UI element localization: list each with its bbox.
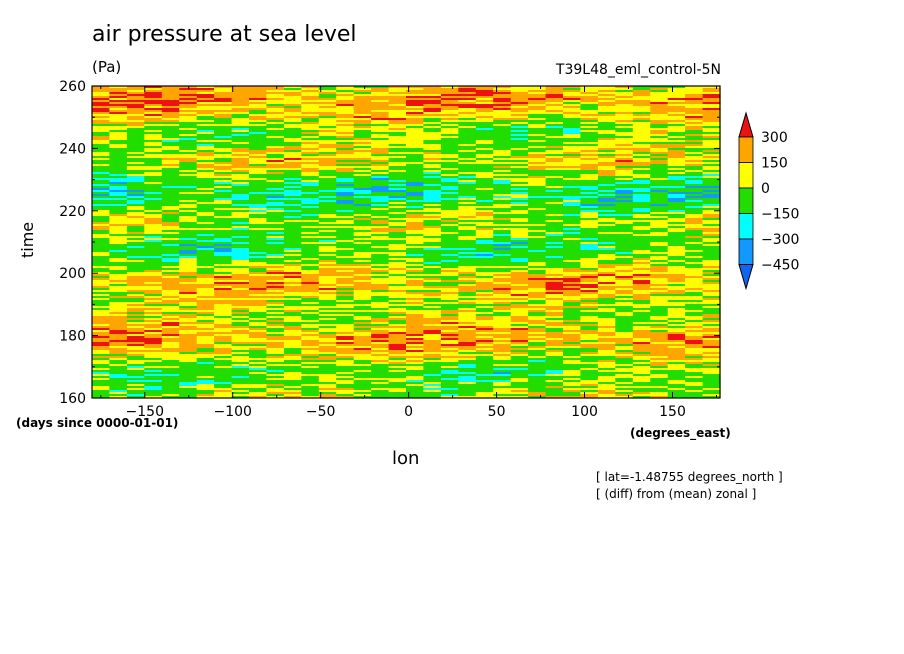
x-tick-label: −150 [126, 404, 164, 420]
y-tick-label: 180 [59, 329, 86, 345]
x-tick-label: −50 [306, 404, 336, 420]
colorbar-label: −150 [761, 207, 799, 223]
colorbar-extend-bottom [738, 264, 754, 291]
colorbar-box [738, 136, 754, 163]
y-axis-units: (days since 0000-01-01) [16, 416, 179, 430]
colorbar-label: 0 [761, 181, 770, 197]
y-tick-label: 160 [59, 391, 86, 407]
annotation-latitude: [ lat=-1.48755 degrees_north ] [596, 470, 783, 484]
colorbar-label: −300 [761, 232, 799, 248]
x-tick-label: 150 [659, 404, 686, 420]
colorbar-label: 300 [761, 130, 788, 146]
heatmap-field [92, 86, 721, 399]
colorbar-box [738, 213, 754, 240]
y-tick-label: 240 [59, 141, 86, 157]
chart-title: air pressure at sea level [92, 22, 357, 47]
x-axis-label: lon [392, 448, 420, 469]
colorbar: 300 150 0 −150 −300 −450 [738, 111, 799, 291]
y-tick-label: 220 [59, 204, 86, 220]
x-tick-label: 100 [571, 404, 598, 420]
run-label: T39L48_eml_control-5N [555, 62, 721, 78]
colorbar-box [738, 162, 754, 189]
x-tick-label: −100 [214, 404, 252, 420]
colorbar-box [738, 238, 754, 265]
colorbar-extend-top [738, 111, 754, 138]
colorbar-box [738, 187, 754, 214]
plot-axes: −150 −100 −50 0 50 100 150 160 180 200 220 240 260 [59, 79, 721, 420]
x-tick-label: 0 [404, 404, 413, 420]
x-tick-label: 50 [488, 404, 506, 420]
y-tick-label: 260 [59, 79, 86, 95]
colorbar-label: −450 [761, 258, 799, 274]
y-tick-label: 200 [59, 266, 86, 282]
chart-units: (Pa) [92, 58, 122, 76]
annotation-diff: [ (diff) from (mean) zonal ] [596, 487, 757, 501]
x-axis-units: (degrees_east) [630, 426, 731, 440]
colorbar-label: 150 [761, 156, 788, 172]
